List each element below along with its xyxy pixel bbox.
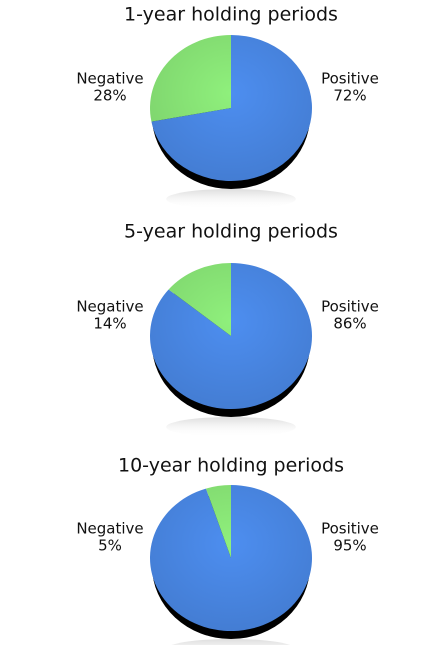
pie-shading: [150, 263, 312, 409]
pie-reflection: [171, 639, 291, 645]
pie-shading: [150, 35, 312, 181]
slice-name: Negative: [76, 298, 143, 316]
chart-title: 10-year holding periods: [118, 455, 344, 477]
pie-shading: [150, 485, 312, 631]
slice-name: Positive: [321, 298, 379, 316]
slice-value: 95%: [333, 537, 366, 555]
slice-name: Positive: [321, 70, 379, 88]
chart-title: 5-year holding periods: [124, 221, 338, 243]
pie-reflection: [166, 189, 296, 209]
slice-name: Negative: [76, 520, 143, 538]
slice-name: Negative: [76, 70, 143, 88]
slice-value: 28%: [93, 87, 126, 105]
slice-name: Positive: [321, 520, 379, 538]
slice-value: 72%: [333, 87, 366, 105]
slice-value: 5%: [98, 537, 122, 555]
pie-reflection: [166, 417, 296, 437]
chart-title: 1-year holding periods: [124, 4, 338, 26]
slice-value: 86%: [333, 315, 366, 333]
slice-value: 14%: [93, 315, 126, 333]
